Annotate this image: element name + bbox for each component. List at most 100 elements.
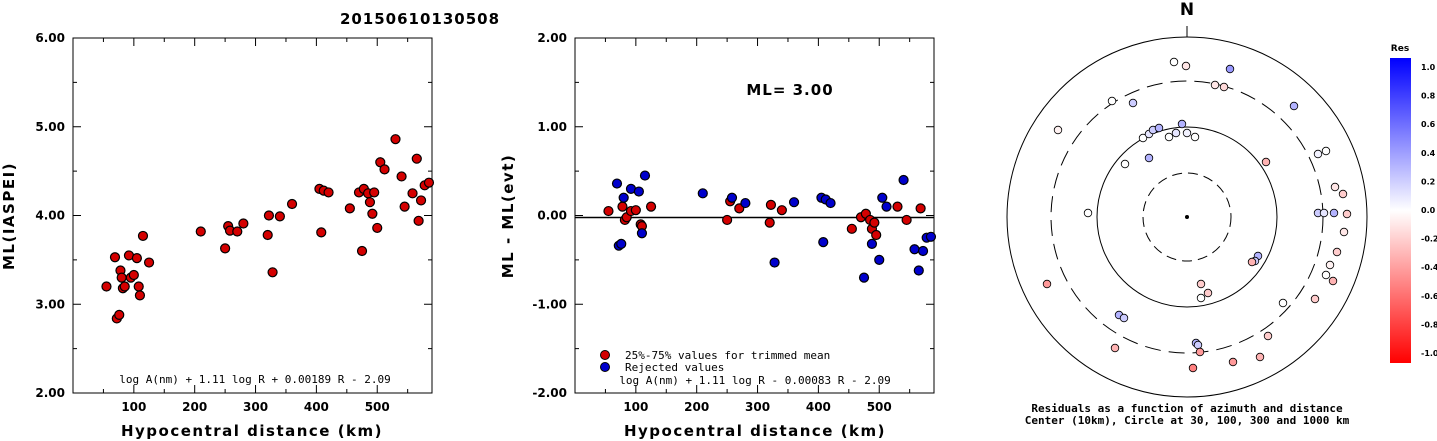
data-point-series-0	[116, 272, 127, 283]
polar-point	[1181, 61, 1191, 71]
polar-point	[1138, 133, 1148, 143]
data-point-series-0	[364, 197, 376, 208]
middle-axis-ticks: 100 200 300 400 500 -2.00 -1.00 0.00 1.00 2.00	[532, 31, 934, 414]
circle-1000km	[1006, 36, 1368, 398]
x-tick-label: 400	[806, 400, 831, 414]
colorbar-tick-label: 0.6	[1421, 120, 1436, 129]
polar-data-points	[1042, 57, 1352, 373]
polar-point	[1325, 260, 1335, 270]
data-point-series-0	[262, 229, 273, 241]
data-point-series-1	[639, 170, 651, 181]
data-point-series-1	[697, 188, 708, 199]
x-tick-label: 500	[365, 400, 390, 414]
middle-legend: 25%-75% values for trimmed mean Rejected…	[600, 349, 830, 374]
polar-point	[1188, 363, 1198, 373]
polar-point	[1210, 80, 1220, 90]
figure-title: 20150610130508	[340, 10, 500, 28]
data-point-series-1	[877, 192, 888, 203]
data-point-series-0	[630, 205, 641, 216]
data-point-series-1	[913, 265, 924, 276]
polar-point	[1042, 279, 1052, 289]
colorbar-ticks: 1.0 0.8 0.6 0.4 0.2 0.0 -0.2 -0.4 -0.6 -0.8 -1.0	[1421, 63, 1437, 358]
data-point-series-1	[881, 201, 892, 212]
data-point-series-1	[909, 244, 920, 255]
polar-point	[1203, 288, 1213, 298]
data-point-series-0	[776, 205, 787, 216]
colorbar-tick-label: -1.0	[1421, 349, 1437, 358]
colorbar-tick-label: -0.6	[1421, 292, 1437, 301]
data-point-series-0	[871, 229, 882, 241]
polar-point	[1120, 159, 1130, 169]
polar-point	[1255, 352, 1265, 362]
polar-point	[1342, 209, 1352, 219]
polar-point	[1328, 276, 1338, 286]
data-point-series-0	[238, 218, 249, 229]
x-tick-label: 300	[745, 400, 770, 414]
x-tick-label: 100	[121, 400, 146, 414]
data-point-series-0	[396, 171, 407, 182]
y-tick-label: 6.00	[35, 31, 65, 45]
data-point-series-1	[917, 245, 929, 257]
middle-y-axis-label: ML - ML(evt)	[499, 154, 517, 278]
data-point-series-0	[316, 227, 327, 238]
left-axis-ticks: 100 200 300 400 500 2.00 3.00 4.00 5.00 6.00	[35, 31, 432, 414]
data-point-series-0	[344, 203, 355, 214]
data-point-series-1	[825, 197, 836, 209]
polar-point	[1228, 357, 1238, 367]
colorbar-tick-label: -0.8	[1421, 320, 1437, 329]
x-tick-label: 400	[304, 400, 329, 414]
colorbar-tick-label: 0.2	[1421, 177, 1435, 186]
data-point-series-0	[143, 257, 155, 268]
polar-point	[1247, 257, 1257, 267]
data-point-series-0	[617, 201, 628, 212]
polar-point	[1107, 96, 1117, 106]
data-point-series-0	[407, 188, 418, 199]
data-point-series-0	[128, 269, 139, 281]
data-point-series-0	[390, 134, 401, 145]
data-point-series-0	[356, 245, 368, 257]
data-point-series-0	[101, 281, 112, 292]
data-point-series-0	[263, 210, 275, 221]
data-point-series-0	[114, 309, 125, 320]
polar-point	[1278, 298, 1288, 308]
polar-point	[1110, 343, 1120, 353]
polar-point	[1083, 208, 1093, 218]
polar-point	[1338, 189, 1348, 199]
data-point-series-0	[323, 187, 334, 198]
data-point-series-0	[413, 215, 424, 226]
data-point-series-1	[858, 272, 870, 283]
data-point-series-0	[131, 253, 142, 264]
data-point-series-0	[603, 205, 614, 217]
data-point-series-1	[874, 254, 885, 265]
polar-point	[1164, 132, 1174, 142]
polar-point	[1196, 279, 1206, 289]
polar-point	[1313, 149, 1323, 159]
polar-point	[1332, 247, 1342, 257]
data-point-series-0	[274, 211, 285, 222]
y-tick-label: 5.00	[35, 120, 65, 134]
polar-point	[1329, 208, 1339, 218]
data-point-series-0	[915, 203, 926, 214]
data-point-series-0	[367, 208, 378, 219]
polar-point	[1193, 340, 1203, 350]
y-tick-label: 2.00	[35, 386, 65, 400]
data-point-series-0	[722, 214, 733, 226]
data-point-series-0	[109, 252, 121, 263]
x-tick-label: 500	[867, 400, 892, 414]
data-point-series-0	[134, 290, 146, 301]
x-tick-label: 200	[684, 400, 709, 414]
left-x-axis-label: Hypocentral distance (km)	[121, 422, 383, 440]
colorbar-title: Res	[1391, 44, 1409, 54]
polar-point	[1310, 294, 1320, 304]
colorbar-tick-label: 1.0	[1421, 63, 1436, 72]
data-point-series-1	[769, 257, 780, 268]
data-point-series-1	[633, 186, 644, 197]
data-point-series-1	[866, 238, 878, 249]
legend-label-trimmed: 25%-75% values for trimmed mean	[625, 349, 830, 362]
data-point-series-1	[618, 192, 629, 203]
polar-point	[1225, 64, 1235, 74]
y-tick-label: 3.00	[35, 297, 65, 311]
polar-point	[1169, 57, 1179, 67]
polar-caption-line2: Center (10km), Circle at 30, 100, 300 an…	[1025, 414, 1350, 427]
